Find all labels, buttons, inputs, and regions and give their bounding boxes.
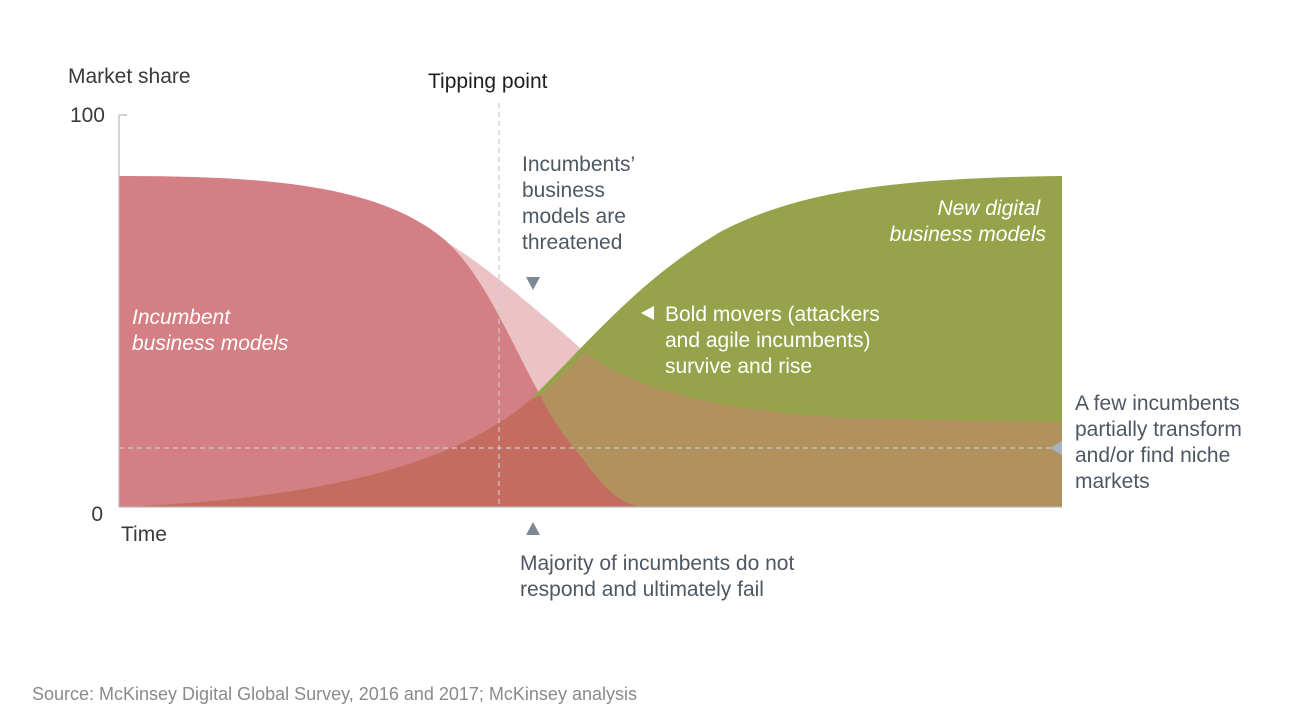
threatened-line-1: Incumbents’ [522,153,635,176]
source-note: Source: McKinsey Digital Global Survey, … [32,684,637,704]
threatened-line-4: threatened [522,231,622,254]
y-axis-label: Market share [68,65,191,88]
threatened-line-3: models are [522,205,626,228]
few-incumbents-line-1: A few incumbents [1075,392,1240,415]
y-tick-label-100: 100 [70,104,105,127]
remaining-incumbents-area [540,352,1062,507]
incumbent-label-line-2: business models [132,332,289,355]
threatened-line-2: business [522,179,605,202]
new-digital-series-label: New digital business models [890,197,1047,246]
few-incumbents-annotation: A few incumbents partially transform and… [1075,392,1248,493]
bold-movers-line-2: and agile incumbents) [665,329,870,352]
bold-movers-annotation: Bold movers (attackers and agile incumbe… [665,303,886,378]
few-incumbents-line-4: markets [1075,470,1150,493]
new-digital-label-line-2: business models [890,223,1047,246]
bold-movers-arrow-left-icon [641,306,654,320]
early-attackers-overlap-area [119,395,640,507]
majority-fail-annotation: Majority of incumbents do not respond an… [520,552,800,601]
majority-fail-line-2: respond and ultimately fail [520,578,764,601]
tipping-point-label: Tipping point [428,70,548,93]
new-digital-label-line-1: New digital [937,197,1041,220]
majority-fail-arrow-up-icon [526,522,540,535]
threatened-arrow-down-icon [526,277,540,290]
bold-movers-line-1: Bold movers (attackers [665,303,880,326]
threatened-annotation: Incumbents’ business models are threaten… [522,153,640,254]
incumbent-label-line-1: Incumbent [132,306,231,329]
y-tick-label-0: 0 [91,503,103,526]
majority-fail-line-1: Majority of incumbents do not [520,552,794,575]
few-incumbents-arrow-left-icon [1050,441,1062,455]
few-incumbents-line-2: partially transform [1075,418,1242,441]
bold-movers-line-3: survive and rise [665,355,812,378]
few-incumbents-line-3: and/or find niche [1075,444,1230,467]
x-axis-label: Time [121,523,167,546]
incumbent-series-label: Incumbent business models [132,306,289,355]
